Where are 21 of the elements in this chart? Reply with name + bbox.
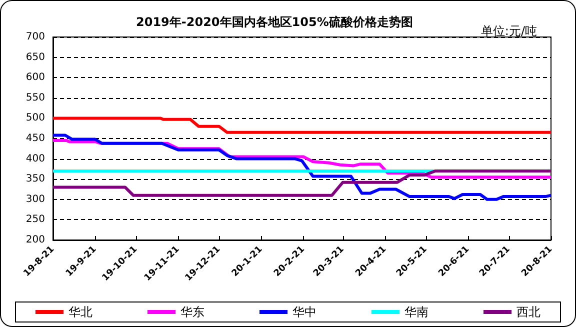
chart-title: 2019年-2020年国内各地区105%硫酸价格走势图 (136, 15, 413, 29)
annotation: 单位:元/吨 (480, 24, 538, 38)
y-tick-label: 250 (26, 214, 45, 226)
y-tick-label: 600 (26, 72, 45, 84)
y-tick-label: 300 (26, 194, 45, 205)
y-tick-label: 350 (26, 174, 45, 185)
y-tick-label: 450 (26, 133, 45, 144)
y-tick-label: 700 (26, 32, 45, 42)
y-tick-label: 550 (26, 92, 45, 104)
legend-label: 华东 (180, 305, 204, 319)
line-series (52, 134, 552, 201)
legend-label: 西北 (516, 305, 540, 319)
y-tick-label: 400 (26, 153, 45, 164)
line-series (52, 116, 552, 134)
y-tick-label: 650 (26, 52, 45, 63)
legend-label: 华北 (68, 305, 92, 319)
legend-label: 华中 (292, 305, 316, 319)
y-tick-label: 200 (26, 234, 45, 246)
y-tick-label: 500 (26, 112, 45, 124)
legend-label: 华南 (404, 305, 428, 319)
line-series (52, 169, 552, 197)
